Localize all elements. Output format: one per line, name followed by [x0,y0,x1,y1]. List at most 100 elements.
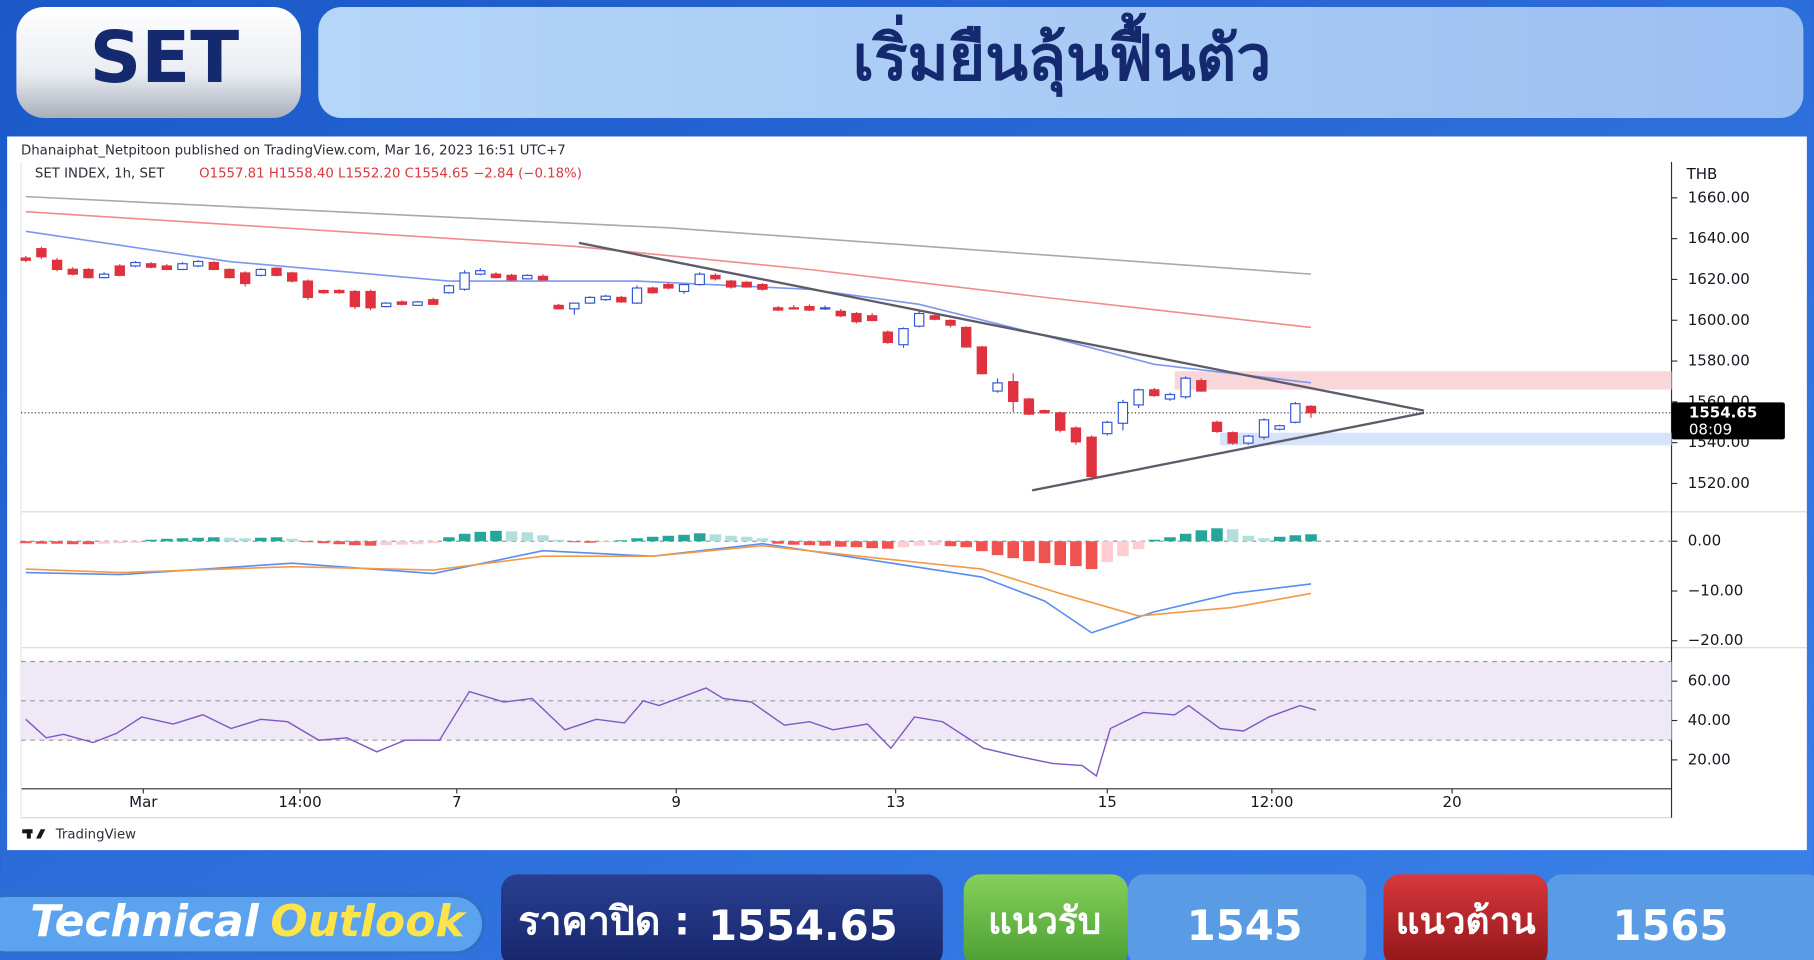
histogram-bar [584,541,596,543]
histogram-bar [66,541,79,545]
candle-body [851,312,862,323]
histogram-bar [850,541,863,548]
candle-body [1211,421,1223,433]
histogram-bar [709,534,722,542]
histogram-bar [929,541,941,546]
candle-body [725,280,737,288]
trendline [1031,411,1425,492]
zone [1220,432,1672,446]
trendline [578,241,1425,412]
resistance-value: 1565 [1612,901,1728,950]
candle-body [1164,393,1176,400]
close-box [501,874,943,960]
candle-body [866,315,878,322]
candle-body [929,315,941,320]
moving-average [25,195,1312,275]
histogram-bar [1164,537,1176,542]
rsi-line [25,687,1316,778]
y-tick-label: 60.00 [1688,672,1731,690]
histogram-bar [255,537,267,542]
histogram-bar [317,541,330,544]
histogram-bar [19,541,32,544]
histogram-bar [521,532,534,542]
histogram-bar [803,541,816,546]
candle-body [255,268,267,276]
candle-body [584,296,596,304]
candle-body [1290,403,1301,423]
close-label: ราคาปิด : [518,900,689,945]
histogram-bar [364,541,377,546]
histogram-bar [1007,541,1019,559]
candle-body [36,248,47,258]
histogram-bar [1211,528,1223,542]
histogram-bar [552,539,565,542]
histogram-bar [1132,541,1145,550]
histogram-bar [380,541,393,546]
close-value: 1554.65 [708,901,898,950]
histogram-bar [1305,534,1317,542]
histogram-bar [1070,541,1082,567]
y-tick-label: 1660.00 [1688,188,1750,206]
candle-body [1008,381,1019,403]
y-tick-label: 1600.00 [1688,311,1750,329]
x-tick-label: 9 [671,793,681,811]
candle-body [98,273,110,279]
candle-body [475,270,486,275]
candle-body [177,263,188,271]
histogram-bar [411,541,424,545]
chart-panel [7,136,1807,851]
histogram-bar [474,531,487,542]
candle-body [1258,419,1270,438]
histogram-bar [1101,541,1114,563]
histogram-bar [631,538,643,542]
y-tick-label: −20.00 [1688,631,1744,649]
support-box [1127,874,1367,960]
histogram-bar [991,541,1004,556]
histogram-bar [35,541,48,544]
logo-part [26,829,31,839]
watermark: TradingView [55,828,136,843]
y-tick-label: −10.00 [1688,581,1744,599]
histogram-bar [1085,541,1098,570]
histogram-bar [113,541,126,544]
candle-body [553,304,564,310]
brand-2: Outlook [270,896,467,947]
brand-1: Technical [30,896,259,947]
histogram-bar [960,541,972,548]
y-tick-label: 1580.00 [1688,352,1750,370]
candle-body [1196,380,1207,392]
histogram-bar [1226,529,1239,542]
candle-body [20,257,31,261]
support-value: 1545 [1187,901,1303,950]
candle-body [349,290,361,308]
candle-body [1180,377,1191,398]
candle-body [318,289,329,294]
support-tab [963,874,1128,960]
histogram-bar [897,541,910,548]
candle-body [804,306,815,311]
candle-body [192,260,204,267]
x-tick-label: 20 [1443,793,1462,811]
x-tick-label: 12:00 [1250,793,1293,811]
candle-body [835,310,846,317]
histogram-bar [1117,541,1129,557]
candle-body [114,265,125,276]
candle-body [459,272,470,290]
candle-body [960,326,972,348]
candle-body [1039,410,1050,414]
histogram-bar [599,541,612,543]
candle-body [145,263,157,268]
histogram-bar [223,537,236,542]
histogram-bar [615,540,628,542]
y-tick-label: 1620.00 [1688,270,1750,288]
candle-body [334,289,345,294]
histogram-bar [646,536,659,542]
legend-values: O1557.81 H1558.40 L1552.20 C1554.65 −2.8… [199,166,582,181]
candle-body [208,261,220,271]
histogram-bar [192,537,204,542]
histogram-bar [1195,530,1208,542]
candle-body [83,268,94,279]
histogram-bar [458,533,471,542]
